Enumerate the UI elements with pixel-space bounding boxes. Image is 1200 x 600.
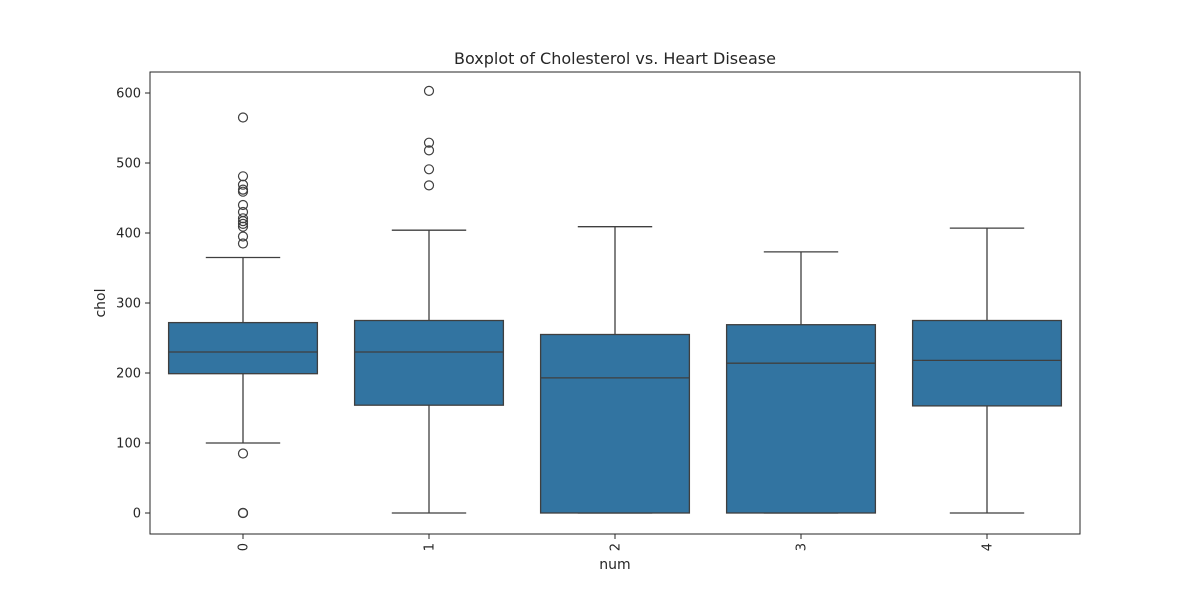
y-tick-label: 600 <box>116 87 141 102</box>
outlier-point <box>237 238 249 249</box>
outlier-point <box>237 112 249 123</box>
box-iqr <box>539 333 691 514</box>
x-tick-label: 0 <box>237 543 252 551</box>
outlier-point <box>237 199 249 211</box>
box-group-1 <box>353 85 505 514</box>
box-iqr <box>353 319 505 406</box>
x-tick-label: 4 <box>981 543 996 551</box>
outlier-point <box>423 85 435 97</box>
outlier-point <box>423 145 435 156</box>
outlier-point <box>237 213 249 224</box>
box-group-3 <box>725 251 877 514</box>
outlier-point <box>423 164 435 175</box>
outlier-point <box>237 179 249 190</box>
y-tick-label: 200 <box>116 367 141 382</box>
y-axis: 0 100 200 300 400 500 600 <box>116 87 150 522</box>
box-group-2 <box>539 226 691 514</box>
outlier-point <box>237 216 249 227</box>
y-axis-title: chol <box>93 288 109 317</box>
chart-title: Boxplot of Cholesterol vs. Heart Disease <box>454 49 776 68</box>
y-tick-label: 500 <box>116 157 141 172</box>
y-tick-label: 300 <box>116 297 141 312</box>
outlier-point <box>237 507 249 519</box>
y-tick-label: 400 <box>116 227 141 242</box>
outlier-point <box>237 221 249 232</box>
box-group-0 <box>167 112 319 519</box>
y-tick-label: 100 <box>116 437 141 452</box>
box-group-4 <box>911 227 1063 514</box>
x-axis-title: num <box>599 557 630 573</box>
boxes-layer <box>167 85 1063 519</box>
y-tick-label: 0 <box>133 507 141 522</box>
x-tick-label: 2 <box>609 543 624 551</box>
outlier-point <box>237 171 249 182</box>
x-tick-label: 3 <box>795 543 810 551</box>
outlier-point <box>423 137 435 148</box>
box-iqr <box>167 321 319 375</box>
x-axis: 0 1 2 3 4 <box>237 534 996 551</box>
box-iqr <box>911 319 1063 407</box>
outlier-point <box>237 218 249 229</box>
outlier-point <box>237 231 249 242</box>
outlier-point <box>237 448 249 459</box>
x-tick-label: 1 <box>423 543 438 551</box>
outlier-point <box>423 180 435 191</box>
box-iqr <box>725 324 877 514</box>
outlier-point <box>237 186 249 197</box>
